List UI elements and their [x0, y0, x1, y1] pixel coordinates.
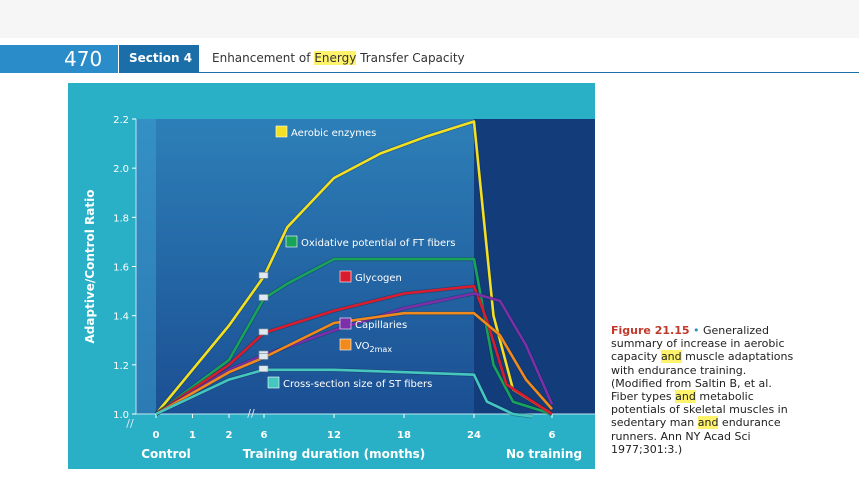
x-tick-label: 6 [549, 430, 556, 441]
series-line [155, 311, 553, 416]
caption-text-4: endurance runners. Ann NY Acad Sci 1977;… [611, 416, 781, 456]
detraining-phase-band [474, 119, 595, 414]
series-line [155, 368, 533, 418]
y-tick-label: 1.6 [113, 263, 129, 274]
y-tick-label: 1.2 [113, 361, 129, 372]
top-strip [0, 0, 859, 38]
section-box: Section 4 [119, 45, 199, 73]
y-tick-label: 1.4 [113, 312, 129, 323]
chapter-title-part-1: Enhancement of [212, 51, 315, 65]
x-tick-label: 6 [261, 430, 268, 441]
legend-swatch [339, 270, 352, 283]
x-tick-label: 18 [397, 430, 411, 441]
series-line [154, 120, 553, 416]
legend-swatch [267, 376, 280, 389]
axis-break-mark: // [126, 417, 134, 430]
series-break-mark [258, 328, 269, 336]
legend-label: Oxidative potential of FT fibers [301, 238, 455, 249]
legend-label: Cross-section size of ST fibers [283, 379, 432, 390]
caption-text-2: muscle adaptations with endurance traini… [611, 350, 794, 404]
page-number-box: 470 [0, 45, 118, 73]
caption-highlight-1: and [660, 350, 682, 364]
caption-text-3: metabolic potentials of skeletal muscles… [611, 390, 788, 430]
series-break-mark [258, 272, 269, 279]
chapter-title-part-2: Transfer Capacity [356, 51, 465, 65]
caption-text-1: Generalized summary of increase in aerob… [611, 324, 785, 364]
phase-label: Training duration (months) [243, 447, 426, 461]
legend-label: Capillaries [355, 320, 407, 331]
x-tick-label: 1 [189, 430, 196, 441]
series-line [155, 257, 553, 416]
legend-swatch [339, 317, 352, 330]
legend-swatch [275, 125, 288, 138]
chapter-title-highlight: Energy [314, 51, 357, 65]
series-break-mark [258, 353, 269, 360]
axis-break-mark: // [247, 407, 255, 420]
figure-chart: 1.0 1.2 1.4 1.6 1.8 2.0 2.2 Adaptive/Control Ra… [68, 83, 595, 469]
figure-label: Figure 21.15 [611, 324, 690, 337]
x-tick-label: 24 [467, 430, 481, 441]
y-axis-label: Adaptive/Control Ratio [83, 190, 97, 344]
phase-label: Control [141, 447, 191, 461]
figure-caption: Figure 21.15 • Generalized summary of in… [611, 324, 796, 456]
legend-swatch [339, 338, 352, 351]
chapter-title: Enhancement of Energy Transfer Capacity [212, 51, 465, 65]
y-tick-label: 2.2 [113, 115, 129, 126]
section-label: Section 4 [129, 51, 193, 65]
caption-bullet: • [693, 324, 700, 337]
page-number: 470 [64, 47, 103, 71]
control-phase-band [136, 119, 156, 414]
x-tick-label: 12 [327, 430, 341, 441]
legend-label: Aerobic enzymes [291, 128, 376, 139]
legend-swatch [285, 235, 298, 248]
x-tick-label: 0 [153, 430, 160, 441]
legend-label-main: VO [355, 341, 370, 352]
page-header: 470 Section 4 Enhancement of Energy Tran… [0, 45, 859, 73]
y-tick-label: 1.8 [113, 213, 129, 224]
series-break-mark [258, 294, 269, 301]
y-tick-label: 2.0 [113, 164, 129, 175]
series-line [155, 292, 554, 416]
series-line [155, 284, 553, 416]
x-tick-label: 2 [226, 430, 233, 441]
phase-label: No training [506, 447, 582, 461]
series-break-mark [258, 365, 269, 373]
legend-label-sub: 2max [370, 345, 393, 354]
legend-label: VO2max [355, 341, 392, 354]
header-rule [199, 72, 859, 73]
legend-label: Glycogen [355, 273, 402, 284]
caption-highlight-3: and [697, 416, 719, 430]
y-tick-label: 1.0 [113, 410, 129, 421]
caption-highlight-2: and [675, 390, 696, 404]
